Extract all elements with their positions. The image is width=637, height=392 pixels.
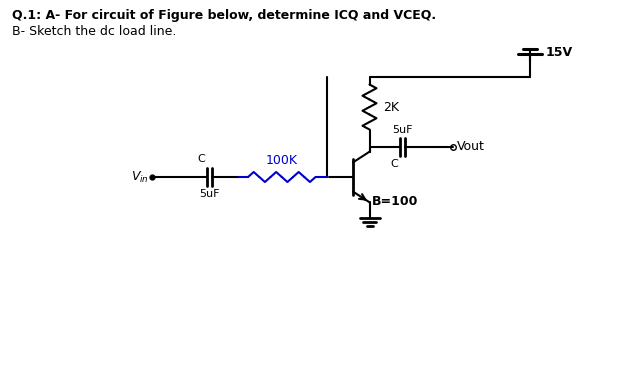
Text: Vout: Vout xyxy=(457,140,484,153)
Text: B- Sketch the dc load line.: B- Sketch the dc load line. xyxy=(12,25,176,38)
Text: C: C xyxy=(197,154,205,164)
Text: 5uF: 5uF xyxy=(199,189,220,199)
Text: $V_{in}$: $V_{in}$ xyxy=(131,169,149,185)
Text: B=100: B=100 xyxy=(371,195,418,208)
Text: C: C xyxy=(390,159,398,169)
Text: 100K: 100K xyxy=(266,154,298,167)
Text: Q.1: A- For circuit of Figure below, determine ICQ and VCEQ.: Q.1: A- For circuit of Figure below, det… xyxy=(12,9,436,22)
Text: 15V: 15V xyxy=(546,45,573,58)
Text: 2K: 2K xyxy=(383,100,399,114)
Text: 5uF: 5uF xyxy=(392,125,412,135)
